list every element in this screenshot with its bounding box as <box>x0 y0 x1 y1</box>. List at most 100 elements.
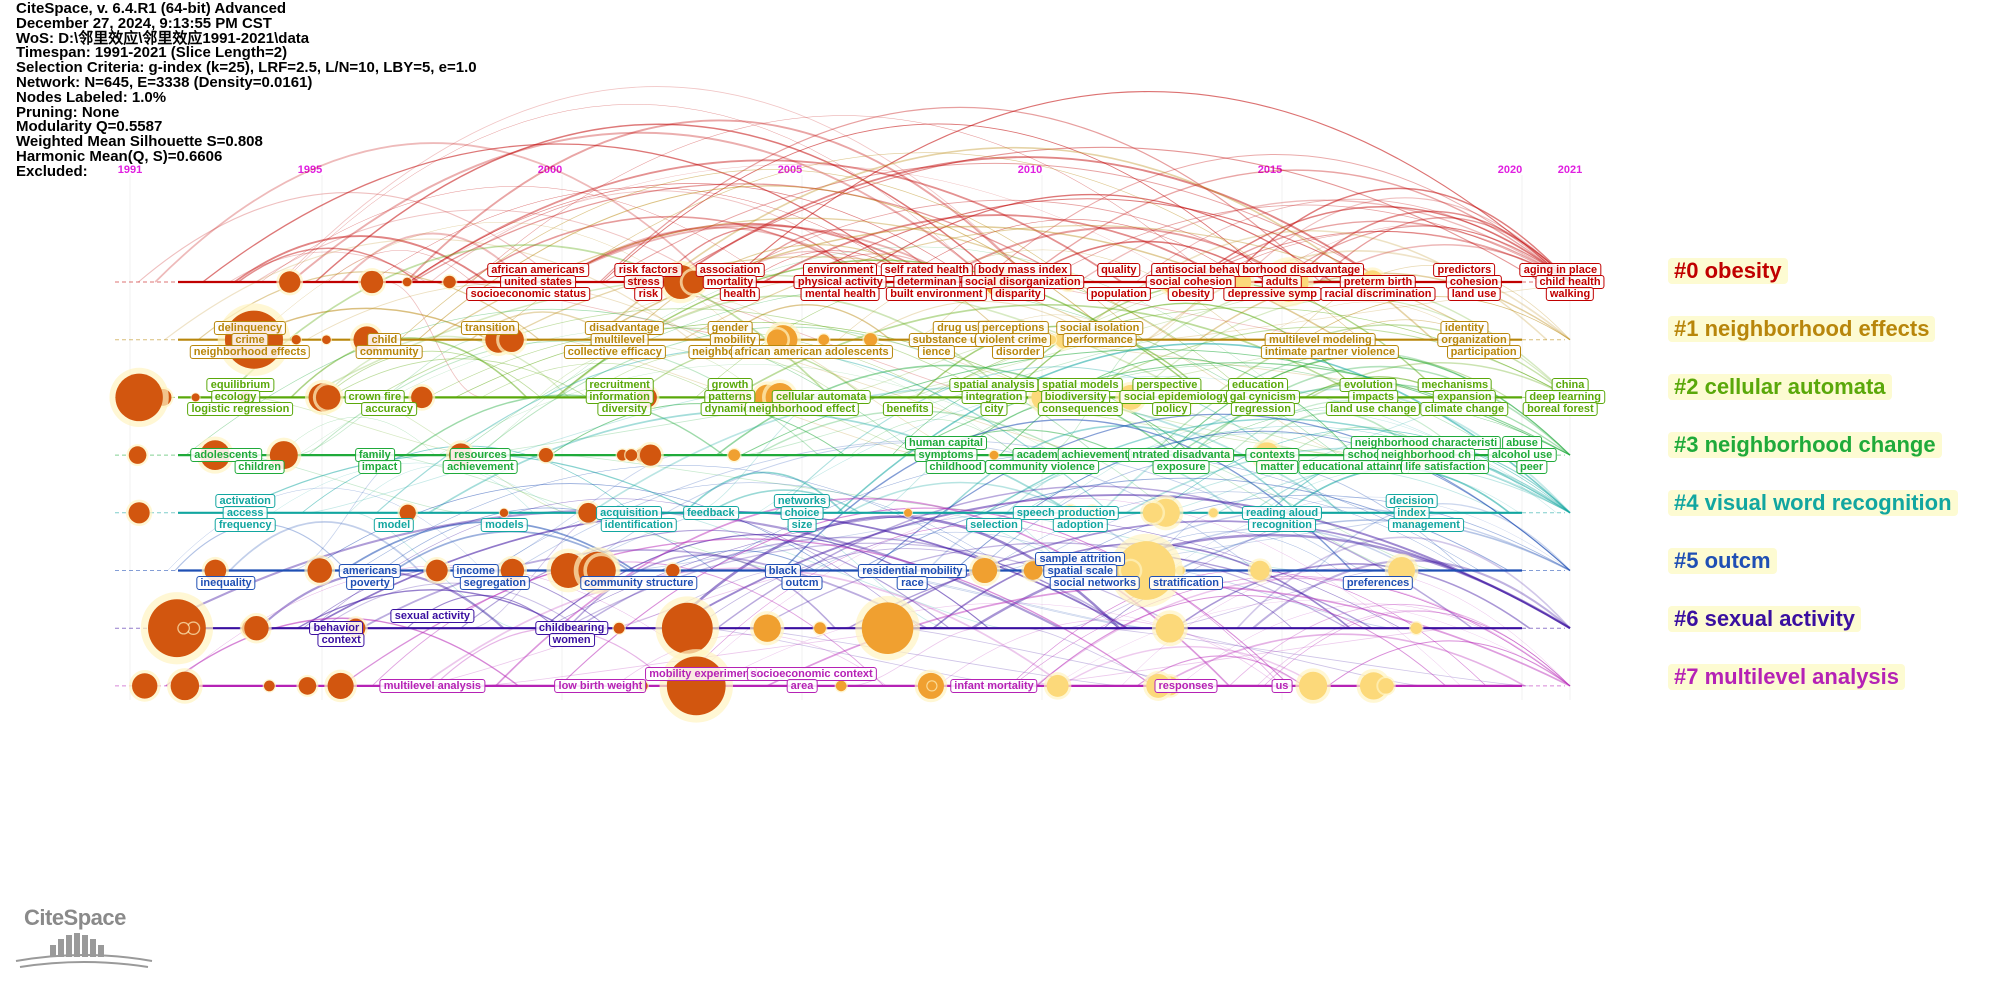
keyword-label[interactable]: management <box>1388 517 1464 532</box>
keyword-label[interactable]: community violence <box>985 460 1099 475</box>
keyword-label[interactable]: violent crime <box>975 332 1052 347</box>
keyword-label[interactable]: united states <box>500 275 576 289</box>
keyword-label[interactable]: child <box>367 332 402 347</box>
keyword-label[interactable]: city <box>980 402 1008 417</box>
keyword-label[interactable]: drug use <box>933 320 988 335</box>
keyword-label[interactable]: performance <box>1062 332 1137 347</box>
keyword-label[interactable]: feedback <box>682 505 739 520</box>
keyword-label[interactable]: quality <box>1097 263 1141 277</box>
keyword-label[interactable]: frequency <box>214 517 276 532</box>
keyword-label[interactable]: childhood <box>925 460 986 475</box>
keyword-label[interactable]: mobility <box>709 332 760 347</box>
keyword-label[interactable]: socioeconomic status <box>466 287 591 301</box>
keyword-label[interactable]: perspective <box>1132 378 1202 393</box>
keyword-label[interactable]: impacts <box>1348 390 1398 405</box>
keyword-label[interactable]: responses <box>1154 678 1218 693</box>
keyword-label[interactable]: multilevel analysis <box>379 678 485 693</box>
keyword-label[interactable]: physical activity <box>793 275 887 289</box>
keyword-label[interactable]: infant mortality <box>950 678 1038 693</box>
keyword-label[interactable]: african american adolescents <box>730 344 893 359</box>
keyword-label[interactable]: models <box>481 517 528 532</box>
keyword-label[interactable]: accuracy <box>361 402 418 417</box>
keyword-label[interactable]: depressive symp <box>1223 287 1322 301</box>
keyword-label[interactable]: consequences <box>1038 402 1123 417</box>
keyword-label[interactable]: children <box>234 460 285 475</box>
keyword-label[interactable]: neighborhood characteristi <box>1350 436 1502 451</box>
keyword-label[interactable]: health <box>719 287 760 301</box>
keyword-label[interactable]: life satisfaction <box>1401 460 1490 475</box>
cluster-label-7[interactable]: #7 multilevel analysis <box>1668 664 1906 690</box>
keyword-label[interactable]: size <box>787 517 817 532</box>
keyword-label[interactable]: ience <box>918 344 955 359</box>
keyword-label[interactable]: population <box>1086 287 1151 301</box>
keyword-label[interactable]: acquisition <box>596 505 663 520</box>
keyword-label[interactable]: exposure <box>1152 460 1210 475</box>
keyword-label[interactable]: ecology <box>210 390 261 405</box>
keyword-label[interactable]: impact <box>357 460 402 475</box>
keyword-label[interactable]: neighbor <box>688 344 744 359</box>
keyword-label[interactable]: evolution <box>1339 378 1397 393</box>
keyword-label[interactable]: low birth weight <box>554 678 647 693</box>
keyword-label[interactable]: collective efficacy <box>563 344 666 359</box>
keyword-label[interactable]: disorder <box>991 344 1045 359</box>
keyword-label[interactable]: behavior <box>309 621 364 636</box>
keyword-label[interactable]: logistic regression <box>187 402 294 417</box>
keyword-label[interactable]: determinan <box>893 275 961 289</box>
keyword-label[interactable]: integration <box>961 390 1027 405</box>
keyword-label[interactable]: child health <box>1535 275 1605 289</box>
keyword-label[interactable]: abuse <box>1502 436 1542 451</box>
keyword-label[interactable]: race <box>897 575 928 590</box>
keyword-label[interactable]: black <box>764 563 801 578</box>
keyword-label[interactable]: preferences <box>1342 575 1414 590</box>
keyword-label[interactable]: ntrated disadvanta <box>1128 448 1235 463</box>
keyword-label[interactable]: reading aloud <box>1241 505 1323 520</box>
keyword-label[interactable]: educational attainm <box>1298 460 1410 475</box>
keyword-label[interactable]: social epidemiology <box>1119 390 1233 405</box>
keyword-label[interactable]: poverty <box>346 575 394 590</box>
keyword-label[interactable]: area <box>786 678 818 693</box>
keyword-label[interactable]: disparity <box>991 287 1045 301</box>
keyword-label[interactable]: gender <box>707 320 753 335</box>
keyword-label[interactable]: adoption <box>1053 517 1108 532</box>
keyword-label[interactable]: information <box>585 390 654 405</box>
keyword-label[interactable]: identification <box>600 517 678 532</box>
keyword-label[interactable]: community <box>355 344 423 359</box>
cluster-label-2[interactable]: #2 cellular automata <box>1668 374 1892 400</box>
keyword-label[interactable]: built environment <box>886 287 987 301</box>
keyword-label[interactable]: achievement <box>1057 448 1133 463</box>
keyword-label[interactable]: climate change <box>1420 402 1509 417</box>
keyword-label[interactable]: benefits <box>882 402 933 417</box>
keyword-label[interactable]: peer <box>1515 460 1548 475</box>
keyword-label[interactable]: segregation <box>459 575 530 590</box>
keyword-label[interactable]: neighborhood effect <box>744 402 860 417</box>
keyword-label[interactable]: mental health <box>800 287 880 301</box>
keyword-label[interactable]: childbearing <box>534 621 609 636</box>
keyword-label[interactable]: transition <box>460 320 520 335</box>
keyword-label[interactable]: community structure <box>580 575 698 590</box>
keyword-label[interactable]: context <box>317 633 365 648</box>
keyword-label[interactable]: boreal forest <box>1523 402 1598 417</box>
keyword-label[interactable]: land use <box>1447 287 1501 301</box>
keyword-label[interactable]: crime <box>231 332 269 347</box>
keyword-label[interactable]: regression <box>1230 402 1295 417</box>
keyword-label[interactable]: women <box>548 633 595 648</box>
keyword-label[interactable]: us <box>1271 678 1293 693</box>
keyword-label[interactable]: outcm <box>781 575 823 590</box>
cluster-label-6[interactable]: #6 sexual activity <box>1668 606 1862 632</box>
keyword-label[interactable]: participation <box>1446 344 1521 359</box>
keyword-label[interactable]: african americans <box>487 263 589 277</box>
keyword-label[interactable]: stratification <box>1148 575 1224 590</box>
keyword-label[interactable]: dynamics <box>700 402 760 417</box>
keyword-label[interactable]: social disorganization <box>961 275 1085 289</box>
keyword-label[interactable]: environment <box>803 263 878 277</box>
keyword-label[interactable]: crown fire <box>344 390 406 405</box>
cluster-label-5[interactable]: #5 outcm <box>1668 548 1777 574</box>
cluster-label-3[interactable]: #3 neighborhood change <box>1668 432 1942 458</box>
keyword-label[interactable]: activation <box>215 493 275 508</box>
keyword-label[interactable]: human capital <box>905 436 987 451</box>
keyword-label[interactable]: mobility experiment <box>645 666 758 681</box>
keyword-label[interactable]: sexual activity <box>390 609 474 624</box>
keyword-label[interactable]: policy <box>1151 402 1192 417</box>
keyword-label[interactable]: land use change <box>1326 402 1421 417</box>
keyword-label[interactable]: risk factors <box>614 263 683 277</box>
